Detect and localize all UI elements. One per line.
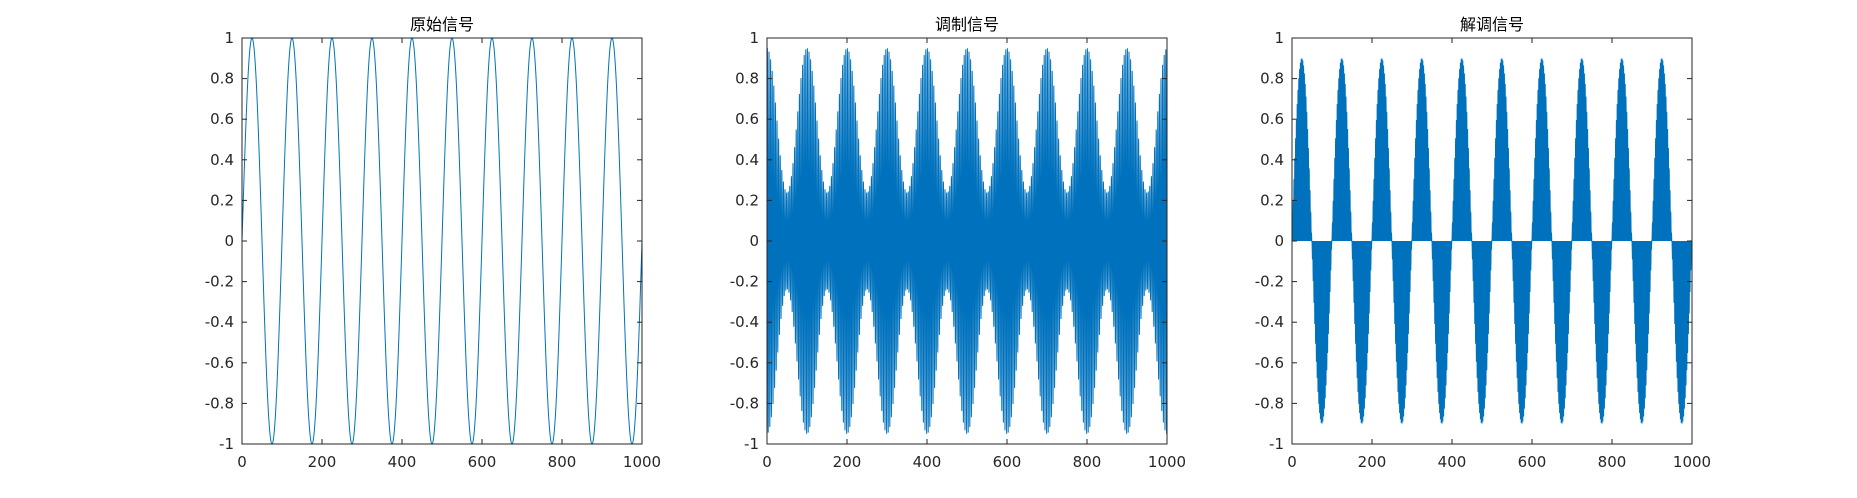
y-tick-label-2-6: -0.2 (730, 273, 759, 291)
y-tick-label-2-7: -0.4 (730, 313, 759, 331)
x-tick-label-2-2: 400 (913, 453, 942, 471)
y-tick-label-2-0: 1 (749, 29, 759, 47)
y-tick-label-1-10: -1 (219, 435, 234, 453)
y-tick-label-3-7: -0.4 (1255, 313, 1284, 331)
y-tick-label-3-0: 1 (1274, 29, 1284, 47)
x-tick-label-3-2: 400 (1438, 453, 1467, 471)
y-tick-label-2-3: 0.4 (735, 151, 759, 169)
series-line-1-1 (242, 38, 642, 444)
x-tick-label-2-1: 200 (833, 453, 862, 471)
y-tick-label-1-3: 0.4 (210, 151, 234, 169)
y-tick-label-2-8: -0.6 (730, 354, 759, 372)
x-tick-label-3-4: 800 (1598, 453, 1627, 471)
y-tick-label-3-1: 0.8 (1260, 70, 1284, 88)
chart-title-2: 调制信号 (935, 15, 999, 34)
y-tick-label-1-8: -0.6 (205, 354, 234, 372)
y-tick-label-3-5: 0 (1274, 232, 1284, 250)
x-tick-label-1-0: 0 (237, 453, 247, 471)
y-tick-label-3-9: -0.8 (1255, 394, 1284, 412)
x-tick-label-1-5: 1000 (623, 453, 661, 471)
x-tick-label-2-3: 600 (993, 453, 1022, 471)
y-tick-label-2-5: 0 (749, 232, 759, 250)
y-tick-label-2-1: 0.8 (735, 70, 759, 88)
series-line-2-1 (767, 48, 1167, 434)
x-tick-label-3-5: 1000 (1673, 453, 1711, 471)
series-line-3-1 (1292, 58, 1692, 424)
y-tick-label-1-1: 0.8 (210, 70, 234, 88)
y-tick-label-1-9: -0.8 (205, 394, 234, 412)
chart-title-1: 原始信号 (410, 15, 474, 34)
x-tick-label-1-3: 600 (468, 453, 497, 471)
x-tick-label-2-4: 800 (1073, 453, 1102, 471)
chart-title-3: 解调信号 (1460, 15, 1524, 34)
y-tick-label-2-4: 0.2 (735, 191, 759, 209)
y-tick-label-3-6: -0.2 (1255, 273, 1284, 291)
x-tick-label-2-0: 0 (762, 453, 772, 471)
y-tick-label-3-10: -1 (1269, 435, 1284, 453)
x-tick-label-3-3: 600 (1518, 453, 1547, 471)
y-tick-label-1-2: 0.6 (210, 110, 234, 128)
y-tick-label-1-0: 1 (224, 29, 234, 47)
y-tick-label-3-3: 0.4 (1260, 151, 1284, 169)
y-tick-label-1-5: 0 (224, 232, 234, 250)
y-tick-label-3-8: -0.6 (1255, 354, 1284, 372)
chart-panel-2: 0 200 400 600 800 1000 1 0.8 0.6 0.4 0.2 0 -0.2 -0.4 -… (730, 15, 1186, 471)
y-tick-label-1-4: 0.2 (210, 191, 234, 209)
x-tick-label-1-4: 800 (548, 453, 577, 471)
y-tick-label-2-9: -0.8 (730, 394, 759, 412)
y-tick-label-3-2: 0.6 (1260, 110, 1284, 128)
x-tick-label-1-1: 200 (308, 453, 337, 471)
chart-panel-3: 0 200 400 600 800 1000 1 0.8 0.6 0.4 0.2 0 -0.2 -0.4 -… (1255, 15, 1711, 471)
y-tick-label-3-4: 0.2 (1260, 191, 1284, 209)
x-tick-label-3-0: 0 (1287, 453, 1297, 471)
y-tick-label-1-7: -0.4 (205, 313, 234, 331)
y-tick-label-2-2: 0.6 (735, 110, 759, 128)
x-tick-label-2-5: 1000 (1148, 453, 1186, 471)
chart-panel-1: 0 200 400 600 800 1000 1 0.8 0.6 0.4 0.2 0 -0.2 -0.4 -… (205, 15, 661, 471)
x-tick-label-1-2: 400 (388, 453, 417, 471)
y-tick-label-2-10: -1 (744, 435, 759, 453)
x-tick-label-3-1: 200 (1358, 453, 1387, 471)
y-tick-label-1-6: -0.2 (205, 273, 234, 291)
